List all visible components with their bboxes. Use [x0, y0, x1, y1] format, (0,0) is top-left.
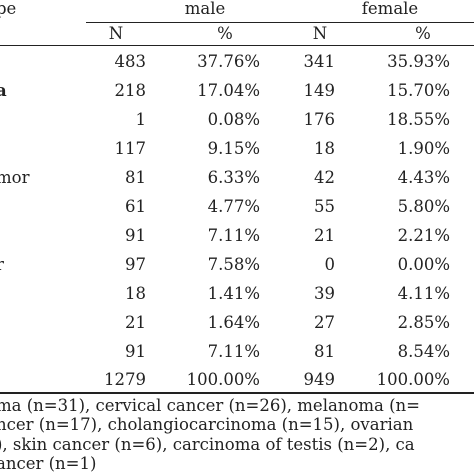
male-n: 218 — [114, 81, 147, 100]
male-pct: 4.77% — [207, 197, 260, 216]
footnote-line: ancer (n=1) — [0, 454, 97, 473]
table-row: 21 1.64% 27 2.85% — [0, 313, 474, 335]
table-row: 91 7.11% 81 8.54% — [0, 342, 474, 364]
female-n: 39 — [314, 284, 335, 303]
male-n: 91 — [125, 226, 146, 245]
female-pct: 0.00% — [397, 255, 450, 274]
female-pct: 18.55% — [387, 110, 450, 129]
male-pct: 1.64% — [207, 313, 260, 332]
female-n: 949 — [303, 370, 336, 389]
table-row: a 218 17.04% 149 15.70% — [0, 81, 474, 103]
female-n: 18 — [314, 139, 335, 158]
row-type: a — [0, 81, 7, 100]
female-n: 341 — [303, 52, 336, 71]
male-n: 97 — [125, 255, 146, 274]
column-header-female-n: N — [312, 24, 328, 43]
table-row: mor 81 6.33% 42 4.43% — [0, 168, 474, 190]
male-pct: 37.76% — [197, 52, 260, 71]
male-pct: 7.58% — [207, 255, 260, 274]
male-n: 1 — [135, 110, 147, 129]
male-pct: 17.04% — [197, 81, 260, 100]
female-pct: 2.21% — [397, 226, 450, 245]
header-rule — [0, 45, 474, 46]
female-pct: 2.85% — [397, 313, 450, 332]
male-n: 117 — [114, 139, 147, 158]
female-n: 0 — [324, 255, 336, 274]
male-pct: 7.11% — [207, 226, 260, 245]
female-pct: 100.00% — [376, 370, 450, 389]
column-header-type: pe — [0, 0, 17, 18]
female-pct: 35.93% — [387, 52, 450, 71]
table-row: r 97 7.58% 0 0.00% — [0, 255, 474, 277]
row-type: r — [0, 256, 4, 274]
row-type: mor — [0, 168, 30, 187]
male-pct: 6.33% — [207, 168, 260, 187]
table-row: 91 7.11% 21 2.21% — [0, 226, 474, 248]
female-n: 81 — [314, 342, 335, 361]
column-header-male: male — [184, 0, 226, 18]
column-header-female: female — [361, 0, 419, 18]
female-n: 176 — [303, 110, 336, 129]
male-n: 483 — [114, 52, 147, 71]
female-pct: 1.90% — [397, 139, 450, 158]
male-pct: 1.41% — [207, 284, 260, 303]
female-n: 42 — [314, 168, 335, 187]
male-pct: 100.00% — [186, 370, 260, 389]
footnote-line: ma (n=31), cervical cancer (n=26), melan… — [0, 396, 420, 415]
male-pct: 0.08% — [207, 110, 260, 129]
table-row: 18 1.41% 39 4.11% — [0, 284, 474, 306]
table-row: 117 9.15% 18 1.90% — [0, 139, 474, 161]
column-header-male-n: N — [108, 24, 124, 43]
male-n: 61 — [125, 197, 146, 216]
male-n: 21 — [125, 313, 146, 332]
bottom-rule — [0, 392, 474, 394]
female-pct: 5.80% — [397, 197, 450, 216]
male-n: 91 — [125, 342, 146, 361]
female-n: 149 — [303, 81, 336, 100]
female-n: 27 — [314, 313, 335, 332]
column-header-female-pct: % — [415, 24, 431, 43]
male-pct: 7.11% — [207, 342, 260, 361]
male-n: 81 — [125, 168, 146, 187]
female-pct: 8.54% — [397, 342, 450, 361]
male-pct: 9.15% — [207, 139, 260, 158]
footnote-line: ), skin cancer (n=6), carcinoma of testi… — [0, 435, 415, 454]
column-header-male-pct: % — [217, 24, 233, 43]
female-n: 55 — [314, 197, 335, 216]
header-subrule — [86, 22, 474, 23]
table-row: 61 4.77% 55 5.80% — [0, 197, 474, 219]
female-pct: 15.70% — [387, 81, 450, 100]
footnote-line: ncer (n=17), cholangiocarcinoma (n=15), … — [0, 415, 414, 434]
female-pct: 4.43% — [397, 168, 450, 187]
male-n: 18 — [125, 284, 146, 303]
table-row: 483 37.76% 341 35.93% — [0, 52, 474, 74]
table-row: 1 0.08% 176 18.55% — [0, 110, 474, 132]
female-pct: 4.11% — [397, 284, 450, 303]
table-row-total: 1279 100.00% 949 100.00% — [0, 370, 474, 392]
female-n: 21 — [314, 226, 335, 245]
male-n: 1279 — [104, 370, 146, 389]
